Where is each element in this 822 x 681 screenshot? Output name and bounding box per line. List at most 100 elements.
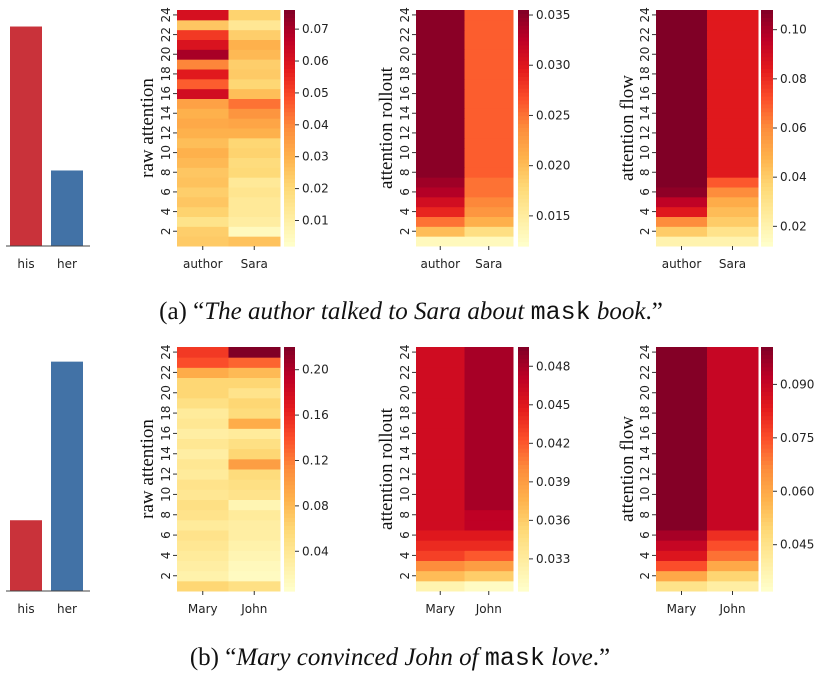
colorbar-segment [284, 139, 295, 145]
heatmap-cell [707, 147, 759, 158]
colorbar-segment [284, 147, 295, 153]
colorbar-segment [284, 517, 295, 523]
heatmap-cell [464, 438, 514, 450]
heatmap-cell [228, 29, 281, 40]
colorbar-segment [518, 412, 529, 417]
colorbar-segment [761, 452, 773, 458]
colorbar-tick-label: 0.20 [302, 363, 329, 377]
heatmap-cell [464, 49, 514, 60]
colorbar-segment [761, 147, 773, 153]
colorbar-segment [284, 29, 295, 35]
heatmap-cell [228, 128, 281, 139]
heatmap-cell [228, 418, 281, 429]
heatmap-cell [464, 118, 514, 129]
heatmap-cell [707, 29, 759, 40]
colorbar-segment [284, 570, 295, 576]
colorbar-segment [761, 21, 773, 27]
colorbar-segment [761, 53, 773, 58]
heatmap-cell [228, 530, 281, 541]
colorbar-segment [761, 159, 773, 164]
heatmap-cell [228, 438, 281, 450]
colorbar-segment [761, 440, 773, 446]
heatmap-cell [464, 347, 514, 358]
heatmap-cell [707, 458, 759, 470]
heatmap-cell [656, 137, 708, 149]
colorbar-segment [761, 108, 773, 113]
colorbar-segment [518, 230, 529, 235]
colorbar-segment [761, 175, 773, 180]
heatmap-cell [416, 418, 465, 429]
colorbar-segment [284, 464, 295, 470]
heatmap-cell [707, 408, 759, 419]
axis-title: attention rollout [376, 407, 397, 530]
heatmap-cell [416, 29, 465, 40]
heatmap-cell [177, 177, 229, 188]
colorbar-segment [518, 61, 529, 66]
heatmap-cell [656, 519, 708, 531]
heatmap-cell [177, 236, 229, 247]
colorbar-segment [518, 80, 529, 86]
heatmap-cell [656, 216, 708, 227]
heatmap-cell [464, 108, 514, 119]
colorbar-tick-label: 0.04 [302, 118, 329, 132]
colorbar-segment [518, 155, 529, 161]
colorbar-segment [518, 124, 529, 129]
y-tick-label: 22 [398, 365, 412, 380]
heatmap-cell [707, 10, 759, 21]
colorbar-segment [518, 41, 529, 46]
heatmap-cell [177, 509, 229, 521]
heatmap-cell [656, 448, 708, 460]
colorbar-segment [518, 175, 529, 180]
heatmap-cell [416, 157, 465, 168]
colorbar-segment [518, 96, 529, 102]
heatmap-cell [656, 489, 708, 500]
colorbar-segment [761, 485, 773, 490]
colorbar-segment [284, 13, 295, 19]
y-tick-label: 10 [398, 487, 412, 502]
colorbar-segment [761, 493, 773, 499]
heatmap-cell [656, 387, 708, 399]
heatmap-cell [464, 377, 514, 389]
heatmap-cell [656, 236, 708, 247]
colorbar-segment [761, 139, 773, 145]
colorbar-segment [761, 367, 773, 372]
colorbar-segment [284, 501, 295, 507]
colorbar-tick-label: 0.015 [536, 209, 570, 223]
heatmap-cell [464, 479, 514, 490]
heatmap-cell [177, 530, 229, 541]
axis-title: attention flow [617, 75, 638, 181]
colorbar-segment [284, 198, 295, 204]
colorbar-segment [518, 242, 529, 247]
colorbar-segment [284, 391, 295, 397]
heatmap-cell [416, 236, 465, 247]
heatmap-cell [707, 438, 759, 450]
y-tick-label: 8 [398, 511, 412, 519]
y-tick-label: 20 [398, 385, 412, 400]
heatmap-cell [707, 347, 759, 358]
heatmap-cell [177, 580, 229, 592]
colorbar-segment [518, 53, 529, 58]
colorbar-segment [518, 214, 529, 220]
heatmap-cell [707, 550, 759, 561]
colorbar: 0.015 0.020 0.025 0.030 0.035 [518, 8, 570, 247]
y-tick-label: 16 [398, 426, 412, 441]
heatmap-cell [707, 509, 759, 521]
heatmap-cell [707, 448, 759, 460]
colorbar-segment [761, 371, 773, 377]
heatmap-cell [656, 438, 708, 450]
colorbar-segment [761, 347, 773, 352]
colorbar-segment [761, 171, 773, 176]
heatmap-cell [707, 49, 759, 60]
heatmap-cell [416, 78, 465, 90]
heatmap-cell [228, 469, 281, 480]
heatmap-cell [416, 108, 465, 119]
heatmap-cell [464, 10, 514, 21]
colorbar-segment [761, 194, 773, 200]
heatmap-cell [464, 397, 514, 409]
heatmap-cell [656, 357, 708, 368]
heatmap-cell [416, 448, 465, 460]
colorbar-segment [761, 72, 773, 78]
colorbar-segment [518, 558, 529, 564]
colorbar-segment [284, 226, 295, 231]
